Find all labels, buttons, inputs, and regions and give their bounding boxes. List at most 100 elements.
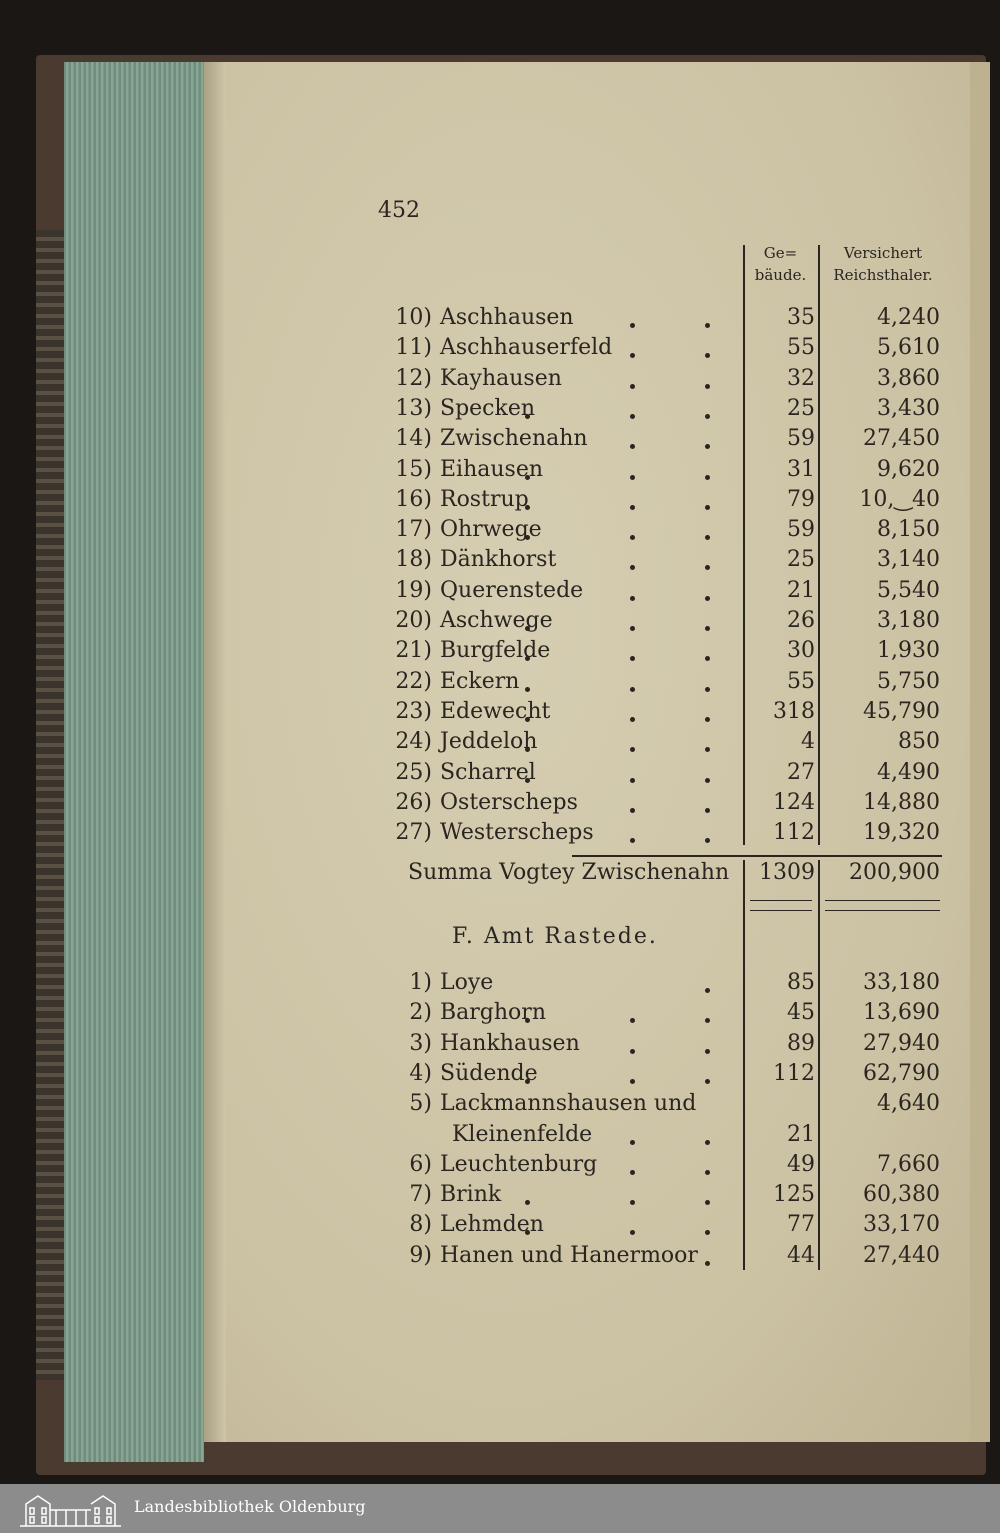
leader-dot [630,807,635,813]
leader-dot [705,1169,710,1175]
leader-dot [705,807,710,813]
leader-dot [705,383,710,389]
page-gutter [204,62,226,1442]
place-name: Rostrup [440,486,529,512]
leader-dot [630,656,635,662]
insured-value: 19,320 [863,820,940,846]
gebaude-count: 79 [787,486,815,512]
leader-dot [630,383,635,389]
leader-dot [525,747,530,753]
gebaude-count: 32 [787,365,815,391]
leader-dot [705,838,710,844]
gebaude-count: 31 [787,456,815,482]
leader-dot [705,595,710,601]
place-name: Leuchtenburg [440,1151,598,1177]
insured-value: 3,860 [877,365,940,391]
leader-dot [705,1200,710,1206]
leader-dot [630,686,635,692]
leader-dot [525,474,530,480]
header-value-line1: Versichert [843,244,923,262]
page-number: 452 [378,198,420,223]
row-number: 8) [409,1212,432,1238]
leader-dot [705,656,710,662]
leader-dot [525,686,530,692]
row-number: 9) [409,1242,432,1268]
leader-dot [630,838,635,844]
row-number: 2) [409,1000,432,1026]
header-value-line2: Reichsthaler. [833,266,933,284]
section-title: F. Amt Rastede. [452,924,658,949]
place-name: Dänkhorst [440,547,557,573]
leader-dot [630,353,635,359]
page-edges [64,62,204,1462]
column-rule [818,245,820,845]
library-footer: Landesbibliothek Oldenburg [0,1484,1000,1533]
gebaude-count: 4 [801,729,815,755]
place-name: Specken [440,395,536,421]
book-spine [36,230,66,1380]
insured-value: 4,240 [877,305,940,330]
leader-dot [705,353,710,359]
insured-value: 33,180 [863,970,940,995]
place-name: Osterscheps [440,789,578,815]
insured-value: 8,150 [877,517,940,543]
book-page [204,62,970,1442]
row-number: 22) [395,668,432,694]
gebaude-count: 27 [787,759,815,785]
leader-dot [705,1048,710,1054]
leader-dot [630,716,635,722]
summa-label: Summa Vogtey Zwischenahn [408,860,730,885]
leader-dot [705,444,710,450]
insured-value: 27,440 [863,1242,940,1268]
row-number: 26) [395,789,432,815]
library-building-icon [20,1495,121,1527]
row-number: 23) [395,698,432,724]
leader-dot [705,777,710,783]
leader-dot [630,565,635,571]
insured-value: 9,620 [877,456,940,482]
row-number: 6) [409,1151,432,1177]
place-name: Kleinenfelde [452,1121,593,1147]
insured-value: 7,660 [877,1151,940,1177]
gebaude-count: 59 [787,517,815,543]
row-number: 25) [395,759,432,785]
leader-dot [630,535,635,541]
insured-value: 850 [898,729,940,755]
row-number: 21) [395,638,432,664]
place-name: Lackmannshausen und [440,1091,697,1117]
insured-value: 3,140 [877,547,940,573]
leader-dot [705,1260,710,1266]
column-rule [818,860,820,1270]
leader-dot [705,1230,710,1236]
row-number: 3) [409,1030,432,1056]
double-rule [825,910,940,911]
place-name: Südende [440,1060,538,1086]
leader-dot [630,595,635,601]
leader-dot [525,1078,530,1084]
insured-value: 27,940 [863,1030,940,1056]
leader-dot [705,686,710,692]
place-name: Aschhausen [440,305,574,330]
column-rule [743,860,745,1270]
gebaude-count: 125 [773,1182,815,1208]
double-rule [750,910,812,911]
leader-dot [525,777,530,783]
gebaude-count: 44 [787,1242,815,1268]
place-name: Kayhausen [440,365,562,391]
insured-value: 45,790 [863,698,940,724]
place-name: Hankhausen [440,1030,580,1056]
place-name: Aschhauserfeld [440,335,613,361]
gebaude-count: 77 [787,1212,815,1238]
place-name: Burgfelde [440,638,551,664]
summa-value: 200,900 [849,860,940,885]
place-name: Aschwege [440,608,553,633]
leader-dot [630,474,635,480]
leader-dot [705,413,710,419]
gebaude-count: 55 [787,335,815,361]
leader-dot [630,777,635,783]
leader-dot [525,656,530,662]
facing-page-edge [970,62,990,1442]
place-name: Barghorn [440,1000,546,1026]
leader-dot [630,444,635,450]
insured-value: 62,790 [863,1060,940,1086]
